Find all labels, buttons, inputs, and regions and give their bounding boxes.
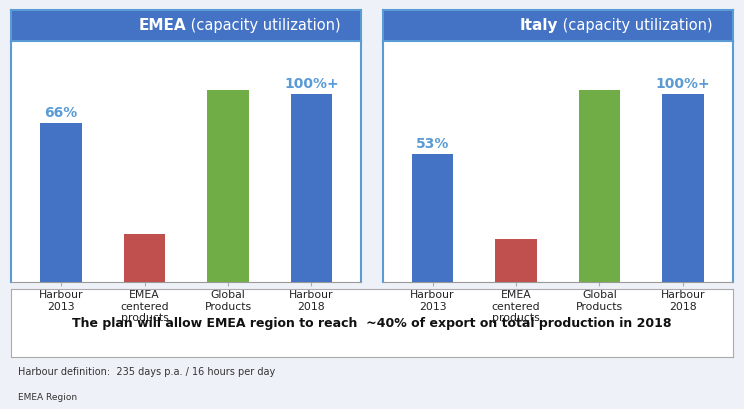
Text: EMEA Region: EMEA Region [19, 393, 77, 402]
Bar [207, 90, 249, 282]
Text: 100%+: 100%+ [655, 77, 710, 91]
Bar [411, 155, 453, 282]
Bar [291, 94, 333, 282]
Text: 53%: 53% [416, 137, 449, 151]
Bar [40, 123, 82, 282]
Text: 100%+: 100%+ [284, 77, 339, 91]
Text: (capacity utilization): (capacity utilization) [186, 18, 341, 34]
Text: The plan will allow EMEA region to reach  ~40% of export on total production in : The plan will allow EMEA region to reach… [72, 317, 672, 330]
Text: Italy: Italy [519, 18, 558, 34]
Text: Harbour definition:  235 days p.a. / 16 hours per day: Harbour definition: 235 days p.a. / 16 h… [19, 367, 275, 378]
Bar [579, 90, 620, 282]
Text: 66%: 66% [45, 106, 78, 119]
Bar [495, 238, 537, 282]
Bar [662, 94, 704, 282]
Text: EMEA: EMEA [138, 18, 186, 34]
Bar [124, 234, 165, 282]
Text: (capacity utilization): (capacity utilization) [558, 18, 712, 34]
